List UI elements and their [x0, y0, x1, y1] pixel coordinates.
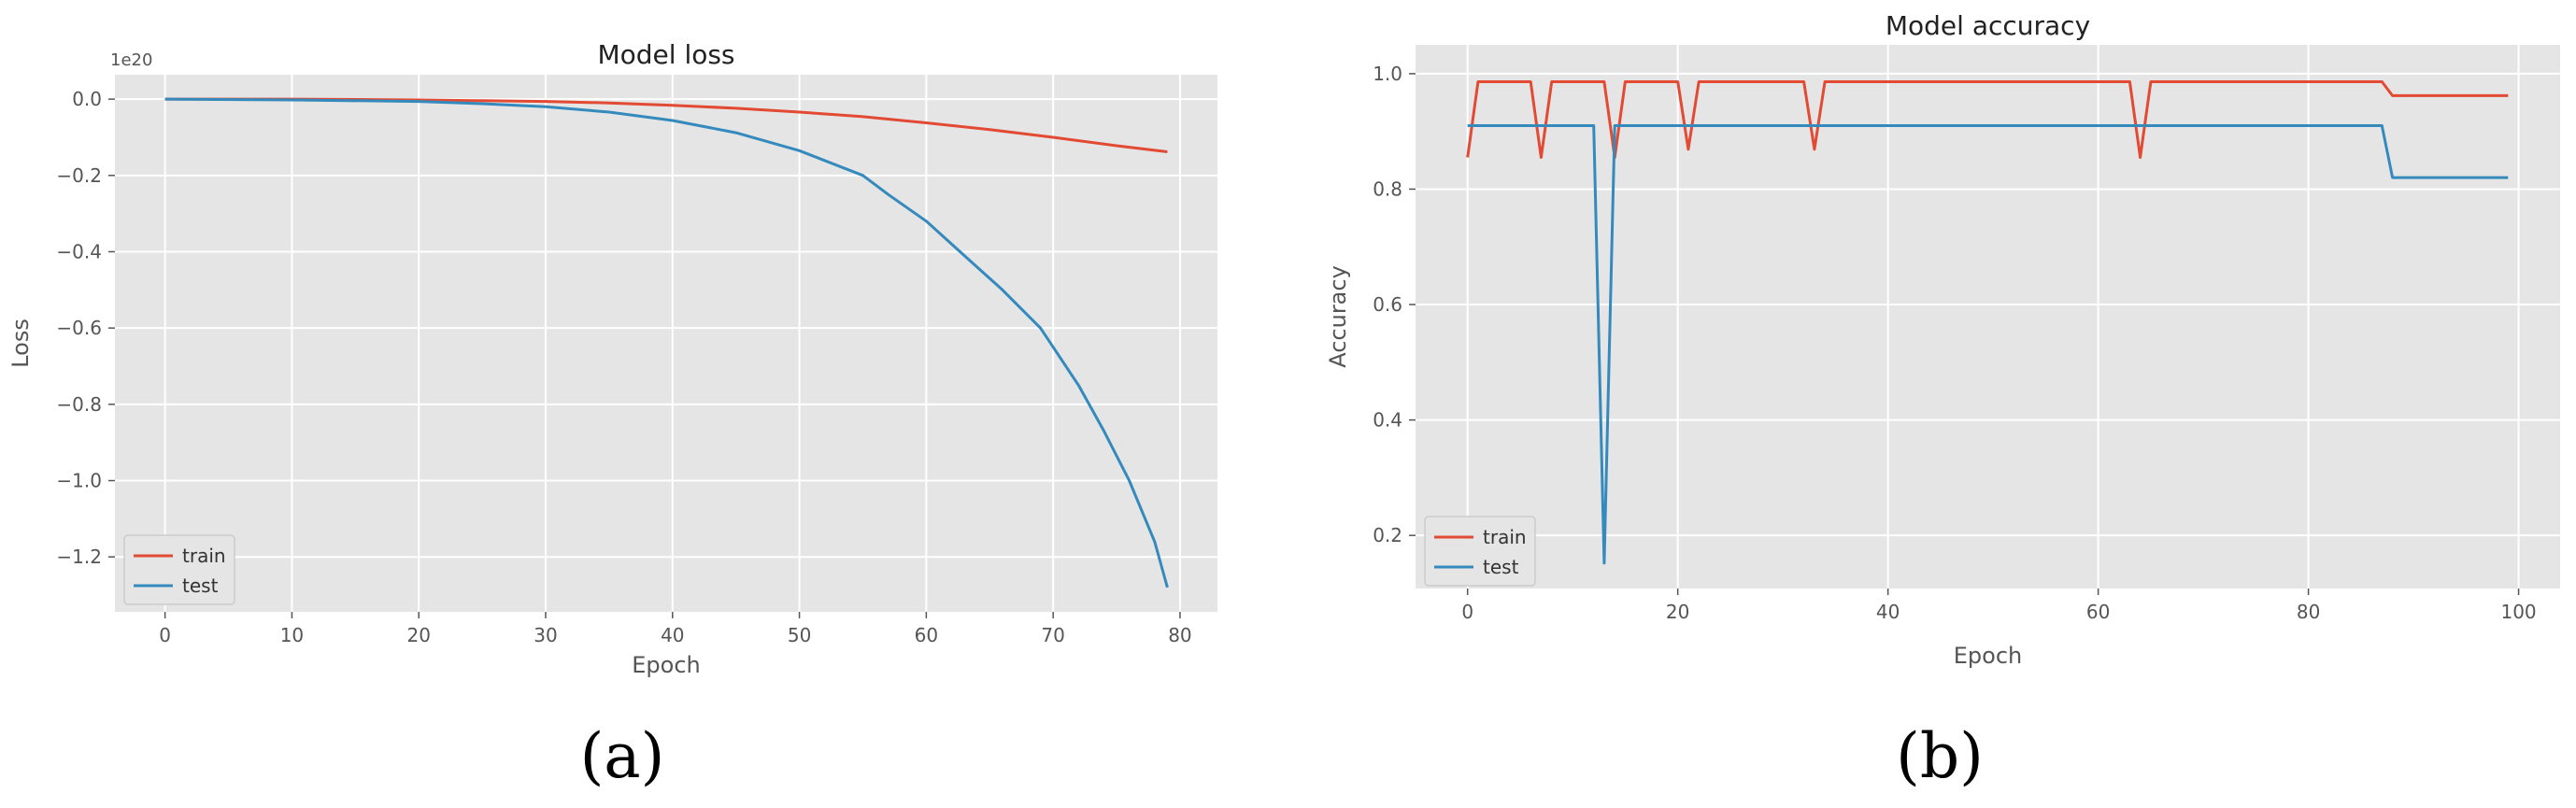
y-scale-label: 1e20 [110, 50, 152, 70]
x-axis-label: Epoch [632, 652, 701, 678]
x-tick-label: 20 [406, 624, 430, 646]
plot-area [115, 75, 1217, 612]
y-tick-label: 1.0 [1373, 63, 1402, 85]
x-tick-label: 30 [534, 624, 557, 646]
legend-label-test: test [1483, 556, 1519, 578]
x-tick-label: 0 [159, 624, 171, 646]
y-tick-label: −1.2 [56, 546, 102, 568]
x-tick-label: 0 [1461, 601, 1473, 623]
x-tick-label: 10 [280, 624, 304, 646]
y-tick-label: 0.6 [1373, 293, 1402, 316]
legend-label-test: test [182, 574, 219, 597]
chart-title: Model accuracy [1886, 10, 2090, 41]
chart-panel-a: 0 10 20 30 40 50 60 70 80 0.0 −0.2 −0.4 −0.6 −0.8 −1.0… [7, 39, 1217, 792]
legend-label-train: train [1483, 526, 1527, 548]
x-tick-label: 40 [1876, 601, 1900, 623]
legend: train test [1424, 516, 1536, 587]
chart-panel-b: 0 20 40 60 80 100 0.2 0.4 0.6 0.8 1.0 Model accurac… [1325, 10, 2560, 792]
x-tick-label: 40 [661, 624, 684, 646]
x-tick-label: 60 [2086, 601, 2110, 623]
y-axis-label: Loss [7, 319, 34, 368]
x-axis-label: Epoch [1954, 643, 2023, 669]
series-line-train [1466, 80, 2509, 159]
x-tick-label: 20 [1666, 601, 1689, 623]
y-axis-label: Accuracy [1325, 265, 1351, 368]
legend-label-train: train [182, 545, 226, 567]
x-tick-label: 100 [2500, 601, 2536, 623]
x-tick-label: 70 [1041, 624, 1064, 646]
y-tick-label: −1.0 [56, 470, 102, 492]
y-tick-label: 0.8 [1373, 177, 1402, 200]
chart-title: Model loss [597, 39, 734, 70]
x-tick-label: 50 [788, 624, 811, 646]
y-tick-label: 0.2 [1373, 524, 1402, 546]
y-tick-label: −0.2 [56, 164, 102, 187]
y-tick-label: 0.4 [1373, 409, 1402, 432]
x-tick-label: 80 [2297, 601, 2320, 623]
series-line-test [1467, 124, 2509, 565]
series-line-train [164, 97, 1168, 153]
y-tick-label: 0.0 [72, 88, 102, 110]
x-tick-label: 80 [1168, 624, 1191, 646]
x-tick-label: 60 [915, 624, 938, 646]
series-line-test [164, 97, 1169, 588]
y-tick-label: −0.6 [56, 317, 102, 339]
panel-caption: (a) [580, 720, 665, 792]
panel-caption: (b) [1896, 720, 1984, 792]
y-tick-label: −0.8 [56, 393, 102, 416]
legend: train test [123, 534, 235, 605]
y-tick-label: −0.4 [56, 240, 102, 262]
